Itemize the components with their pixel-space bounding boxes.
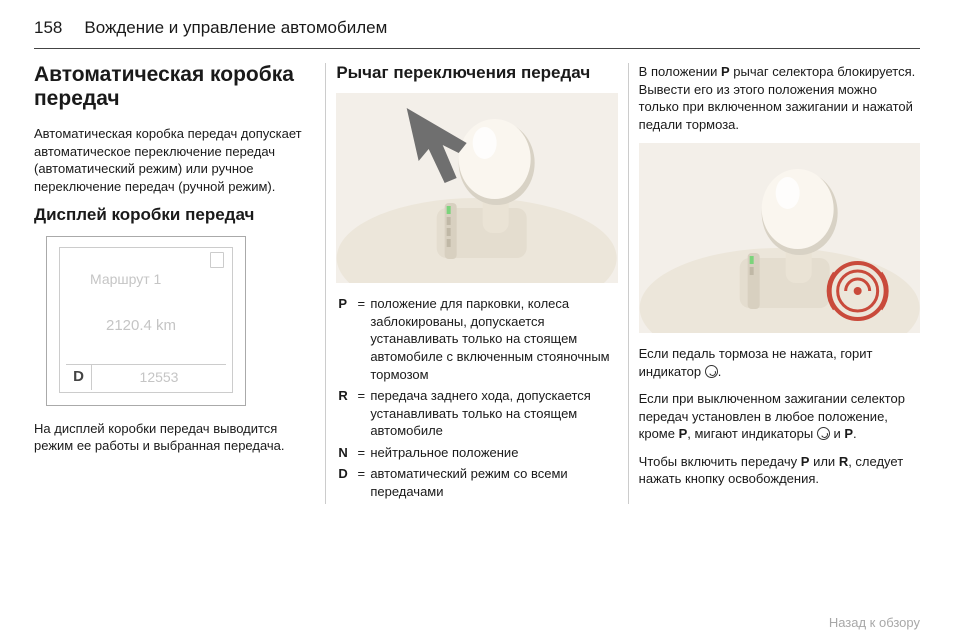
column-1: Автоматическая коробка передач Автоматич… [34,63,326,504]
p-release-button: Чтобы включить передачу P или R, следует… [639,453,920,488]
brake-indicator-icon [817,427,830,440]
def-eq: = [354,465,368,504]
content-columns: Автоматическая коробка передач Автоматич… [34,63,920,504]
gear-R: R [839,454,848,469]
display-caption: На дисплей коробки передач выводится реж… [34,420,315,455]
p-ignition-off: Если при выключенном зажигании селектор … [639,390,920,443]
def-row: P=положение для парковки, колеса заблоки… [336,295,617,387]
def-text: передача заднего хода, допускается устан… [368,387,617,444]
gear-lever-arrow-diagram [336,93,617,283]
back-to-overview-link[interactable]: Назад к обзору [829,615,920,630]
page-number: 158 [34,18,62,38]
gear-P: P [844,426,853,441]
def-row: N=нейтральное положение [336,444,617,466]
subsection-title: Дисплей коробки передач [34,205,315,225]
def-eq: = [354,444,368,466]
def-text: положение для парковки, колеса заблокиро… [368,295,617,387]
gear-P: P [679,426,688,441]
display-bottom-row: D 12553 [66,364,226,390]
def-symbol: N [336,444,354,466]
gear-P: P [721,64,730,79]
def-text: нейтральное положение [368,444,617,466]
text: В положении [639,64,721,79]
def-symbol: D [336,465,354,504]
def-symbol: P [336,295,354,387]
text: Чтобы включить передачу [639,454,801,469]
column-2: Рычаг переключения передач [326,63,628,504]
sd-card-icon [210,252,224,268]
section-title: Автоматическая коробка передач [34,63,315,111]
chapter-title: Вождение и управление автомобилем [84,18,387,38]
manual-page: 158 Вождение и управление автомобилем Ав… [0,0,954,514]
display-route: Маршрут 1 [90,270,161,289]
text: , мигают индикаторы [687,426,817,441]
page-header: 158 Вождение и управление автомобилем [34,18,920,49]
column-3: В положении P рычаг селектора блокируетс… [629,63,920,504]
def-eq: = [354,295,368,387]
brake-indicator-icon [705,365,718,378]
gear-definitions-table: P=положение для парковки, колеса заблоки… [336,295,617,504]
display-distance: 2120.4 km [106,316,176,336]
display-value: 12553 [92,368,226,387]
def-eq: = [354,387,368,444]
text: и [830,426,845,441]
intro-text: Автоматическая коробка передач допускает… [34,125,315,195]
subsection-title-lever: Рычаг переключения передач [336,63,617,83]
def-row: R=передача заднего хода, допускается уст… [336,387,617,444]
display-inner: Маршрут 1 2120.4 km D 12553 [59,247,233,393]
transmission-display-diagram: Маршрут 1 2120.4 km D 12553 [46,236,246,406]
def-symbol: R [336,387,354,444]
gear-lever-brake-diagram [639,143,920,333]
def-row: D=автоматический режим со всеми передача… [336,465,617,504]
p-lock: В положении P рычаг селектора блокируетс… [639,63,920,133]
display-gear-letter: D [66,365,92,390]
p-brake-indicator: Если педаль тормоза не нажата, горит инд… [639,345,920,380]
text: или [809,454,838,469]
def-text: автоматический режим со всеми передачами [368,465,617,504]
text: Если педаль тормоза не нажата, горит инд… [639,346,873,379]
